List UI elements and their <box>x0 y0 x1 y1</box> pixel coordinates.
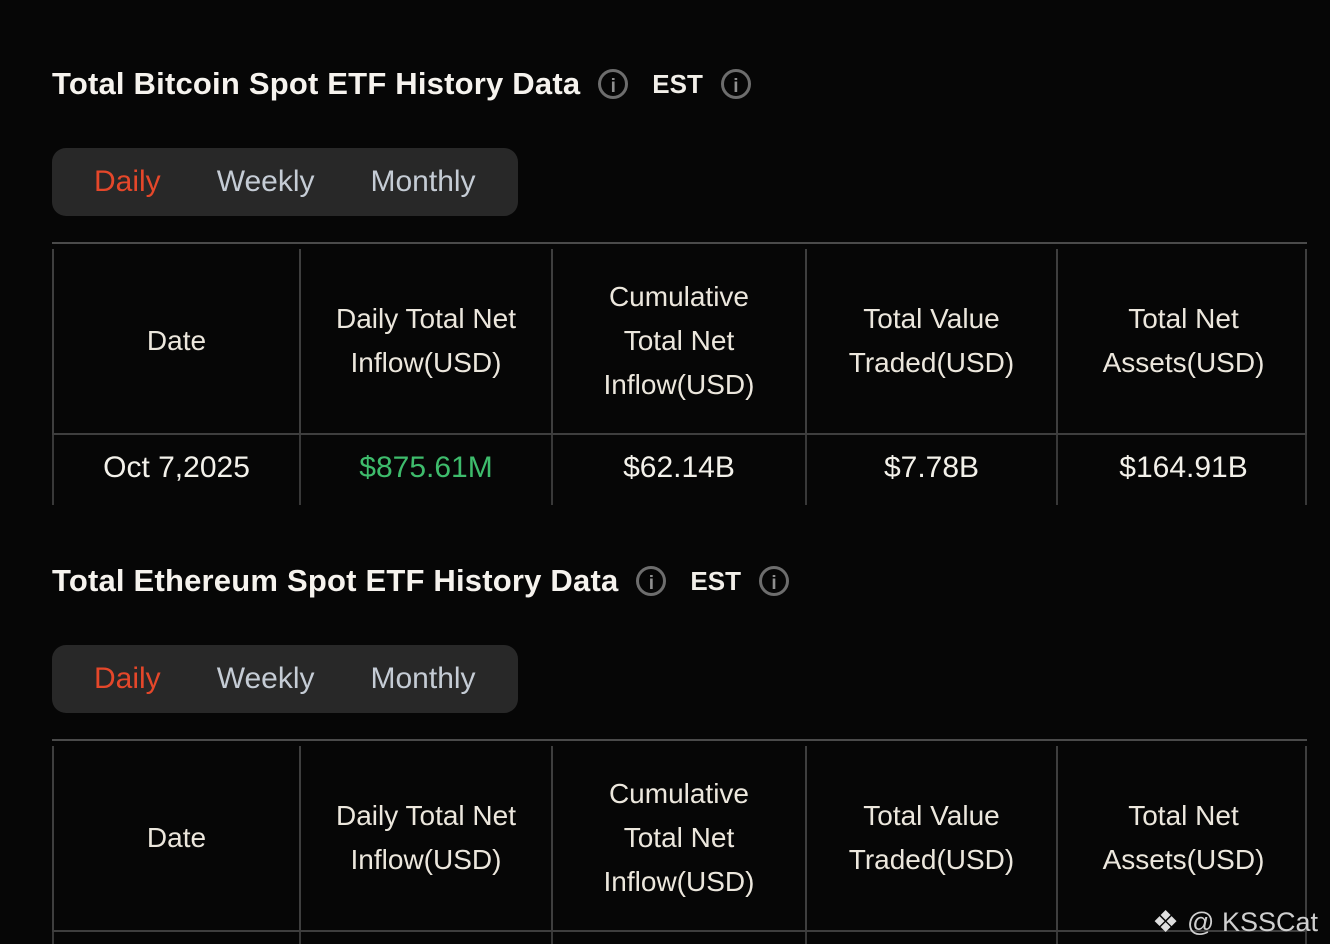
column-header-cumulative-net-inflow: Cumulative Total Net Inflow(USD) <box>553 249 807 433</box>
binance-logo-icon: ❖ <box>1152 905 1180 939</box>
cell-daily-net-inflow: $875.61M <box>301 435 553 505</box>
est-timezone-label: EST <box>652 68 703 99</box>
tab-monthly[interactable]: Monthly <box>370 662 476 695</box>
tab-daily[interactable]: Daily <box>94 662 161 695</box>
info-icon[interactable]: i <box>720 69 751 99</box>
column-header-daily-net-inflow: Daily Total Net Inflow(USD) <box>301 249 553 433</box>
column-header-total-net-assets: Total Net Assets(USD) <box>1102 800 1265 875</box>
cell-cumulative-net-inflow: $15.02B <box>553 932 807 944</box>
tab-monthly[interactable]: Monthly <box>370 165 476 198</box>
page-title: Total Bitcoin Spot ETF History Data <box>52 66 581 101</box>
interval-tabs: Daily Weekly Monthly <box>52 148 518 216</box>
tab-weekly[interactable]: Weekly <box>216 165 315 198</box>
watermark: ❖ @ KSSCat <box>1152 907 1318 938</box>
interval-tabs: Daily Weekly Monthly <box>52 645 518 713</box>
info-icon[interactable]: i <box>759 566 789 596</box>
est-timezone-label: EST <box>690 565 741 596</box>
bitcoin-etf-table: Date Daily Total Net Inflow(USD) Cumulat… <box>52 242 1307 505</box>
cell-total-net-assets: $164.91B <box>1119 451 1248 484</box>
table-row: Oct 7,2025 $875.61M $62.14B $7.78B $164.… <box>52 435 1307 505</box>
tab-weekly[interactable]: Weekly <box>216 662 315 695</box>
cell-total-value-traded: $7.78B <box>807 435 1058 505</box>
bitcoin-title-row: Total Bitcoin Spot ETF History Data i ES… <box>52 62 1330 106</box>
column-header-date: Date <box>54 249 301 433</box>
cell-total-value-traded: $4.05B <box>807 932 1058 944</box>
tab-daily[interactable]: Daily <box>94 165 161 198</box>
cell-date: Oct 7,2025 <box>54 932 301 944</box>
column-header-daily-net-inflow: Daily Total Net Inflow(USD) <box>301 746 553 930</box>
column-header-date: Date <box>54 746 301 930</box>
cell-daily-net-inflow: $420.87M <box>301 932 553 944</box>
table-header-row: Date Daily Total Net Inflow(USD) Cumulat… <box>52 746 1307 932</box>
ethereum-etf-section: Total Ethereum Spot ETF History Data i E… <box>52 559 1330 944</box>
column-header-total-value-traded: Total Value Traded(USD) <box>807 746 1058 930</box>
page-title: Total Ethereum Spot ETF History Data <box>52 563 619 598</box>
cell-cumulative-net-inflow: $62.14B <box>553 435 807 505</box>
ethereum-etf-table: Date Daily Total Net Inflow(USD) Cumulat… <box>52 739 1307 944</box>
column-header-total-net-assets: Total Net Assets(USD) <box>1102 303 1265 378</box>
column-header-cumulative-net-inflow: Cumulative Total Net Inflow(USD) <box>553 746 807 930</box>
bitcoin-etf-section: Total Bitcoin Spot ETF History Data i ES… <box>52 62 1330 505</box>
ethereum-title-row: Total Ethereum Spot ETF History Data i E… <box>52 559 1330 603</box>
table-row: Oct 7,2025 $420.87M $15.02B $4.05B $30.8… <box>52 932 1307 944</box>
cell-date: Oct 7,2025 <box>54 435 301 505</box>
info-icon[interactable]: i <box>636 566 667 596</box>
table-header-row: Date Daily Total Net Inflow(USD) Cumulat… <box>52 249 1307 435</box>
watermark-handle: @ KSSCat <box>1187 907 1318 937</box>
column-header-total-value-traded: Total Value Traded(USD) <box>807 249 1058 433</box>
info-icon[interactable]: i <box>598 69 629 99</box>
